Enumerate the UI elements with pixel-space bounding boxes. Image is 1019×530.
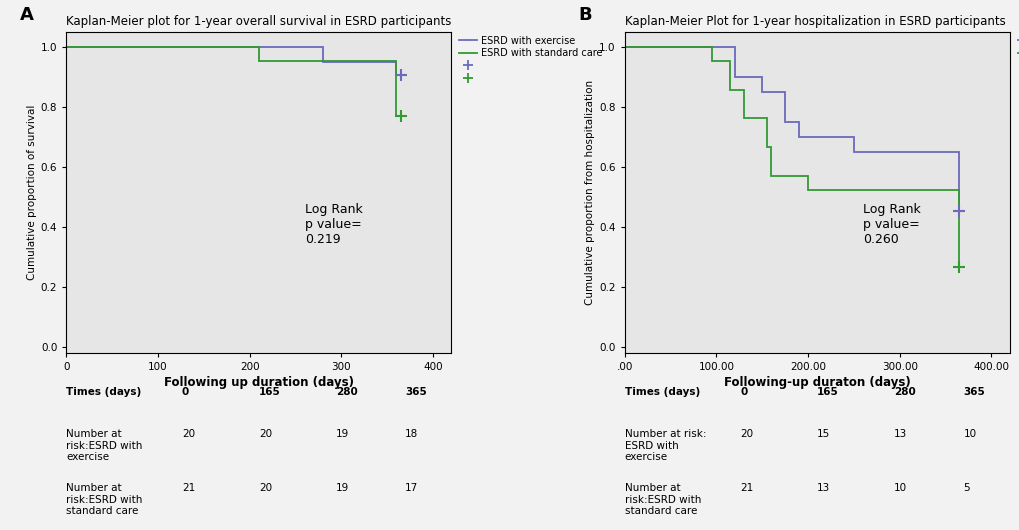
Text: 19: 19 bbox=[335, 429, 348, 439]
Text: 17: 17 bbox=[405, 483, 418, 493]
Text: 10: 10 bbox=[963, 429, 976, 439]
Y-axis label: Cumulative proportion of survival: Cumulative proportion of survival bbox=[26, 105, 37, 280]
Text: Number at
risk:ESRD with
standard care: Number at risk:ESRD with standard care bbox=[624, 483, 700, 516]
Text: Number at
risk:ESRD with
standard care: Number at risk:ESRD with standard care bbox=[66, 483, 143, 516]
Text: 165: 165 bbox=[259, 387, 280, 396]
Text: 10: 10 bbox=[894, 483, 907, 493]
Text: 18: 18 bbox=[405, 429, 418, 439]
Text: 13: 13 bbox=[894, 429, 907, 439]
Text: 21: 21 bbox=[181, 483, 195, 493]
Text: 365: 365 bbox=[405, 387, 427, 396]
Text: Kaplan-Meier plot for 1-year overall survival in ESRD participants: Kaplan-Meier plot for 1-year overall sur… bbox=[66, 15, 451, 28]
Text: 19: 19 bbox=[335, 483, 348, 493]
Text: 20: 20 bbox=[259, 483, 272, 493]
Legend: ESRD with exercise, ESRD wtih standard care, , : ESRD with exercise, ESRD wtih standard c… bbox=[1013, 32, 1019, 87]
Text: 0: 0 bbox=[181, 387, 189, 396]
Legend: ESRD with exercise, ESRD with standard care, , : ESRD with exercise, ESRD with standard c… bbox=[454, 32, 605, 87]
X-axis label: Following up duration (days): Following up duration (days) bbox=[164, 376, 354, 390]
Text: 280: 280 bbox=[894, 387, 915, 396]
Text: 20: 20 bbox=[740, 429, 753, 439]
Text: Times (days): Times (days) bbox=[624, 387, 699, 396]
Text: Number at
risk:ESRD with
exercise: Number at risk:ESRD with exercise bbox=[66, 429, 143, 462]
Text: Log Rank
p value=
0.219: Log Rank p value= 0.219 bbox=[305, 203, 363, 246]
Text: 15: 15 bbox=[816, 429, 829, 439]
Text: 20: 20 bbox=[259, 429, 272, 439]
Text: A: A bbox=[20, 6, 34, 24]
Y-axis label: Cumulative proportion from hospitalization: Cumulative proportion from hospitalizati… bbox=[585, 80, 594, 305]
Text: Kaplan-Meier Plot for 1-year hospitalization in ESRD participants: Kaplan-Meier Plot for 1-year hospitaliza… bbox=[624, 15, 1005, 28]
Text: 0: 0 bbox=[740, 387, 747, 396]
Text: 365: 365 bbox=[963, 387, 984, 396]
Text: Number at risk:
ESRD with
exercise: Number at risk: ESRD with exercise bbox=[624, 429, 705, 462]
X-axis label: Following-up duraton (days): Following-up duraton (days) bbox=[723, 376, 910, 390]
Text: 5: 5 bbox=[963, 483, 969, 493]
Text: 13: 13 bbox=[816, 483, 829, 493]
Text: 165: 165 bbox=[816, 387, 839, 396]
Text: Log Rank
p value=
0.260: Log Rank p value= 0.260 bbox=[863, 203, 920, 246]
Text: 21: 21 bbox=[740, 483, 753, 493]
Text: Times (days): Times (days) bbox=[66, 387, 142, 396]
Text: 280: 280 bbox=[335, 387, 358, 396]
Text: B: B bbox=[578, 6, 592, 24]
Text: 20: 20 bbox=[181, 429, 195, 439]
